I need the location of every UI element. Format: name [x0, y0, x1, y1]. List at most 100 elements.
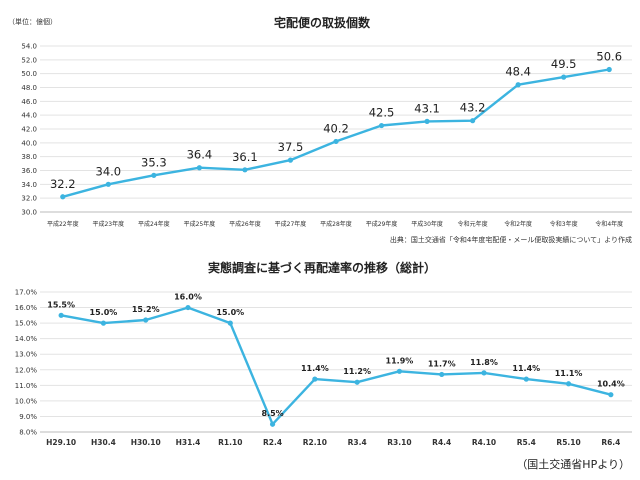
- data-point: [515, 82, 521, 88]
- x-tick-label: 平成27年度: [275, 220, 307, 228]
- x-tick-label: 平成25年度: [184, 220, 216, 228]
- y-tick-label: 30.0: [21, 209, 37, 217]
- data-label: 50.6: [596, 50, 622, 64]
- y-tick-label: 40.0: [21, 139, 37, 147]
- y-tick-label: 15.0%: [15, 320, 38, 328]
- data-point: [287, 157, 294, 163]
- data-label: 49.5: [551, 57, 577, 71]
- data-label: 15.2%: [132, 305, 160, 314]
- redelivery-rate-chart: 実態調査に基づく再配達率の推移（総計） 8.0% 9.0% 10.0% 11.0% 12.…: [15, 260, 632, 447]
- y-tick-label: 8.0%: [19, 429, 37, 437]
- y-tick-label: 32.0: [21, 195, 37, 203]
- data-label: 11.2%: [343, 367, 371, 376]
- footer-source: （国土交通省HPより）: [516, 458, 630, 471]
- data-point: [606, 66, 612, 73]
- data-point: [105, 181, 111, 187]
- x-tick-label: 平成30年度: [411, 220, 443, 228]
- data-label: 15.5%: [47, 300, 75, 309]
- x-tick-label: H30.10: [131, 438, 161, 447]
- data-point: [100, 320, 107, 326]
- data-point: [242, 167, 248, 173]
- x-tick-label: H29.10: [46, 438, 76, 447]
- x-tick-label: 令和元年度: [458, 220, 488, 228]
- data-label: 40.2: [323, 121, 349, 135]
- data-point: [424, 118, 430, 124]
- data-point: [269, 421, 276, 427]
- data-label: 35.3: [141, 155, 167, 169]
- data-label: 36.4: [187, 148, 213, 162]
- data-label: 43.2: [460, 101, 486, 115]
- data-label: 11.4%: [512, 364, 540, 373]
- data-point: [227, 320, 233, 326]
- data-label: 48.4: [505, 65, 531, 79]
- x-tick-label: 令和2年度: [504, 220, 532, 228]
- data-point: [378, 122, 385, 129]
- data-label: 8.5%: [261, 409, 283, 418]
- x-tick-label: R4.10: [472, 438, 496, 447]
- x-tick-label: 令和4年度: [595, 220, 623, 228]
- x-tick-label: 平成23年度: [92, 220, 124, 228]
- y-tick-label: 42.0: [21, 126, 37, 134]
- x-tick-label: R5.10: [556, 438, 580, 447]
- chart-title: 宅配便の取扱個数: [274, 15, 371, 30]
- x-tick-label: 平成26年度: [229, 220, 261, 228]
- y-tick-label: 10.0%: [15, 397, 38, 405]
- data-point: [60, 194, 66, 200]
- data-point: [151, 172, 157, 178]
- x-tick-label: R5.4: [517, 438, 536, 447]
- y-tick-label: 52.0: [21, 56, 37, 64]
- chart-title: 実態調査に基づく再配達率の推移（総計）: [208, 260, 436, 275]
- data-label: 15.0%: [90, 308, 118, 317]
- data-point: [439, 371, 445, 378]
- data-point: [185, 304, 191, 311]
- data-label: 11.9%: [386, 356, 414, 365]
- x-tick-label: R2.10: [303, 438, 327, 447]
- x-tick-label: H31.4: [176, 438, 201, 447]
- data-label: 10.4%: [597, 380, 625, 389]
- data-label: 32.2: [50, 177, 76, 191]
- unit-label: （単位：億個）: [8, 17, 57, 26]
- y-tick-label: 36.0: [21, 167, 37, 175]
- data-label: 42.5: [369, 106, 395, 120]
- data-label: 11.1%: [555, 369, 583, 378]
- y-tick-label: 48.0: [21, 84, 37, 92]
- y-tick-label: 38.0: [21, 153, 37, 161]
- data-point: [396, 368, 403, 374]
- x-tick-label: H30.4: [91, 438, 116, 447]
- data-point: [333, 138, 339, 145]
- series-line: [60, 306, 612, 426]
- data-label: 43.1: [414, 101, 440, 115]
- x-tick-label: 令和3年度: [550, 220, 578, 228]
- y-tick-label: 13.0%: [15, 351, 38, 359]
- data-point: [354, 379, 360, 385]
- data-point: [481, 370, 487, 376]
- x-tick-label: R3.4: [348, 438, 367, 447]
- data-point: [561, 74, 567, 80]
- x-tick-label: R4.4: [432, 438, 451, 447]
- x-tick-label: 平成29年度: [366, 220, 398, 228]
- y-tick-label: 44.0: [21, 112, 37, 120]
- data-label: 11.7%: [428, 359, 456, 368]
- x-tick-label: R6.4: [601, 438, 620, 447]
- data-label: 15.0%: [216, 308, 244, 317]
- y-tick-label: 9.0%: [19, 413, 37, 421]
- data-point: [58, 312, 64, 318]
- data-point: [470, 118, 476, 124]
- x-tick-label: R3.10: [387, 438, 411, 447]
- data-point: [608, 392, 614, 398]
- y-tick-label: 12.0%: [15, 366, 38, 374]
- y-tick-label: 14.0%: [15, 335, 38, 343]
- y-tick-label: 46.0: [21, 98, 37, 106]
- data-label: 16.0%: [174, 293, 202, 302]
- x-tick-label: R2.4: [263, 438, 282, 447]
- x-tick-label: 平成24年度: [138, 220, 170, 228]
- y-tick-label: 54.0: [21, 43, 37, 51]
- parcel-volume-chart: 宅配便の取扱個数 （単位：億個） 30.0 32.0 34.0 36.0 38.0 40.0 4…: [8, 15, 632, 244]
- source-note: 出典：国土交通省「令和4年度宅配便・メール便取扱実績について」より作成: [390, 235, 632, 244]
- data-label: 11.4%: [301, 364, 329, 373]
- y-tick-label: 50.0: [21, 70, 37, 78]
- data-label: 11.8%: [470, 358, 498, 367]
- x-tick-label: 平成28年度: [320, 220, 352, 228]
- y-tick-label: 11.0%: [15, 382, 38, 390]
